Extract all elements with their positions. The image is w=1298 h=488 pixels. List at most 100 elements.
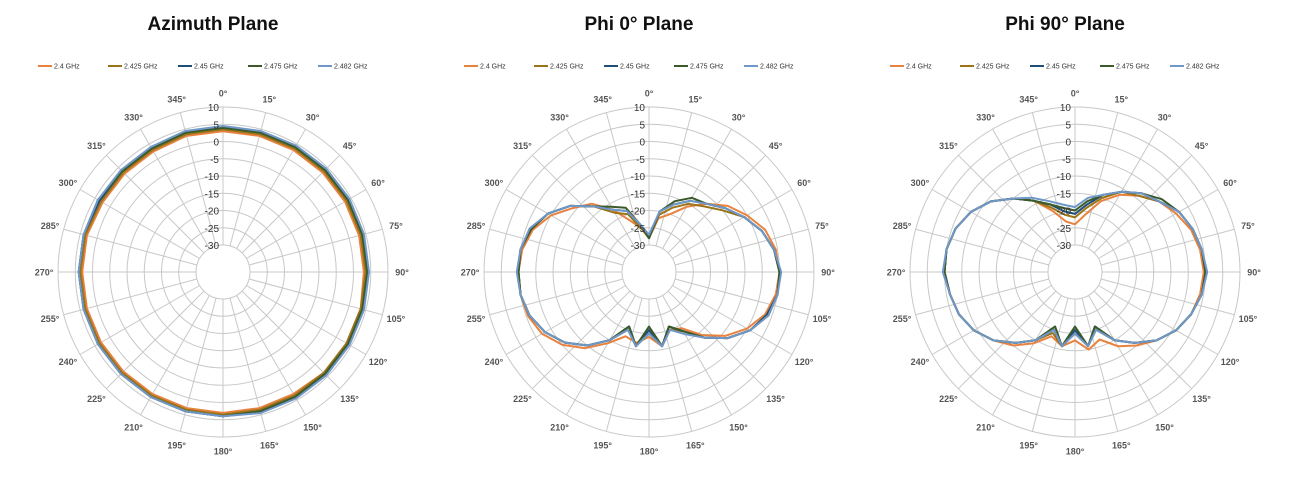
radial-tick-label: -10 (631, 172, 646, 183)
angle-tick-label: 270° (35, 268, 54, 278)
angle-tick-label: 120° (1221, 357, 1240, 367)
angle-tick-label: 180° (214, 447, 233, 457)
grid-spoke (655, 112, 693, 247)
grid-spoke (489, 228, 624, 266)
angle-tick-label: 30° (1158, 112, 1172, 122)
radial-tick-label: 10 (208, 103, 220, 114)
grid-spoke (1098, 285, 1219, 355)
angle-tick-label: 345° (167, 95, 186, 105)
angle-tick-label: 330° (976, 112, 995, 122)
angle-tick-label: 270° (461, 268, 480, 278)
angle-tick-label: 300° (485, 178, 504, 188)
series-line (941, 190, 1209, 348)
radial-tick-label: -20 (205, 207, 220, 218)
angle-tick-label: 90° (1247, 268, 1261, 278)
legend-label: 2.4 GHz (54, 64, 80, 71)
radial-tick-label: 0 (213, 138, 219, 149)
angle-tick-label: 315° (87, 141, 106, 151)
radial-tick-label: 10 (1060, 103, 1072, 114)
angle-tick-label: 30° (306, 112, 320, 122)
legend-label: 2.475 GHz (1116, 64, 1150, 71)
angle-tick-label: 45° (1195, 141, 1209, 151)
series-line (77, 125, 370, 418)
radial-tick-label: 0 (639, 138, 645, 149)
angle-tick-label: 330° (550, 112, 569, 122)
grid-spoke (992, 295, 1062, 416)
grid-spoke (566, 128, 636, 249)
legend-label: 2.4 GHz (480, 64, 506, 71)
legend-label: 2.475 GHz (264, 64, 298, 71)
angle-tick-label: 75° (1241, 221, 1255, 231)
phi90-polar-chart: 2.4 GHz 2.425 GHz 2.45 GHz 2.475 GHz 2.482 G… (887, 64, 1262, 457)
angle-tick-label: 180° (1066, 447, 1085, 457)
polar-grid (483, 106, 815, 438)
angle-tick-label: 30° (732, 112, 746, 122)
angle-tick-label: 45° (769, 141, 783, 151)
radial-tick-label: -5 (636, 155, 645, 166)
radial-tick-label: -5 (210, 155, 219, 166)
series-line (79, 128, 367, 416)
angle-tick-label: 315° (513, 141, 532, 151)
radial-tick-label: -15 (1057, 189, 1072, 200)
angle-tick-label: 225° (87, 394, 106, 404)
grid-spoke (1081, 297, 1119, 432)
legend-label: 2.475 GHz (690, 64, 724, 71)
angle-tick-label: 210° (124, 423, 143, 433)
radial-tick-label: 5 (1065, 120, 1071, 131)
legend-label: 2.4 GHz (906, 64, 932, 71)
grid-spoke (957, 290, 1057, 390)
angle-tick-label: 330° (124, 112, 143, 122)
grid-spoke (1031, 112, 1069, 247)
series-group (77, 125, 370, 418)
polar-grid (909, 106, 1241, 438)
series-line (515, 199, 783, 348)
angle-tick-label: 300° (59, 178, 78, 188)
radial-tick-label: -10 (205, 172, 220, 183)
radial-tick-label: -15 (631, 189, 646, 200)
radial-tick-label: -30 (631, 241, 646, 252)
angle-tick-label: 135° (340, 394, 359, 404)
grid-spoke (505, 189, 626, 259)
angle-tick-label: 105° (387, 314, 406, 324)
radial-tick-label: 10 (634, 103, 646, 114)
radial-tick-label: 0 (1065, 138, 1071, 149)
grid-spoke (957, 154, 1057, 254)
grid-spoke (1093, 290, 1193, 390)
legend-label: 2.425 GHz (976, 64, 1010, 71)
angle-tick-label: 120° (369, 357, 388, 367)
angle-tick-label: 180° (640, 447, 659, 457)
angle-tick-label: 165° (260, 440, 279, 450)
grid-spoke (1081, 112, 1119, 247)
angle-tick-label: 90° (821, 268, 835, 278)
grid-spoke (1100, 228, 1235, 266)
angle-tick-label: 255° (41, 314, 60, 324)
series-line (81, 130, 365, 414)
grid-spoke (1031, 297, 1069, 432)
angle-tick-label: 345° (1019, 95, 1038, 105)
radial-tick-label: -15 (205, 189, 220, 200)
grid-spoke (489, 278, 624, 316)
angle-tick-label: 150° (303, 423, 322, 433)
legend-label: 2.45 GHz (1046, 64, 1076, 71)
angle-tick-label: 15° (1115, 95, 1129, 105)
grid-spoke (505, 285, 626, 355)
angle-tick-label: 345° (593, 95, 612, 105)
grid-spoke (1088, 295, 1158, 416)
angle-tick-label: 135° (766, 394, 785, 404)
angle-tick-label: 240° (59, 357, 78, 367)
legend-label: 2.482 GHz (760, 64, 794, 71)
phi90-plane-panel: Phi 90° Plane 2.4 GHz 2.425 GHz 2.45 GHz 2.… (852, 0, 1278, 488)
grid-spoke (1093, 154, 1193, 254)
angle-tick-label: 195° (1019, 440, 1038, 450)
grid-spoke (662, 128, 732, 249)
angle-tick-label: 75° (815, 221, 829, 231)
angle-tick-label: 150° (729, 423, 748, 433)
grid-spoke (672, 189, 793, 259)
radial-tick-label: -5 (1062, 155, 1071, 166)
angle-tick-label: 0° (645, 89, 654, 99)
grid-spoke (1098, 189, 1219, 259)
angle-tick-label: 135° (1192, 394, 1211, 404)
series-group (941, 190, 1209, 351)
legend-label: 2.425 GHz (124, 64, 158, 71)
grid-spoke (655, 297, 693, 432)
